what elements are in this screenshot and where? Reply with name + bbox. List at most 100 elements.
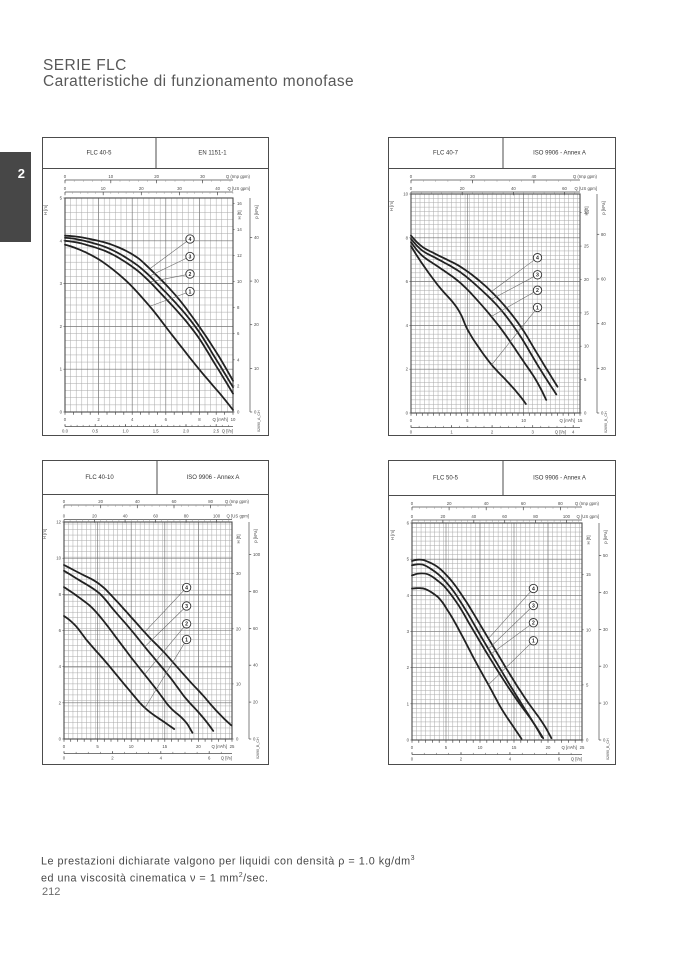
svg-text:5: 5 (445, 745, 448, 750)
svg-text:2: 2 (407, 665, 410, 670)
svg-text:40: 40 (254, 235, 259, 240)
svg-text:5: 5 (586, 682, 589, 687)
svg-text:Q [l/s]: Q [l/s] (221, 756, 232, 761)
svg-text:Q [m³/h]: Q [m³/h] (559, 418, 575, 423)
svg-text:0: 0 (601, 411, 604, 416)
svg-text:02690_B_CH: 02690_B_CH (606, 738, 610, 760)
svg-text:FLC 40-7: FLC 40-7 (433, 151, 459, 157)
svg-text:80: 80 (601, 232, 606, 237)
svg-text:4: 4 (131, 417, 134, 422)
svg-text:0: 0 (410, 186, 413, 191)
svg-text:80: 80 (184, 514, 189, 519)
svg-text:60: 60 (521, 501, 526, 506)
svg-text:Q [US gpm]: Q [US gpm] (577, 514, 599, 519)
svg-text:Q [l/s]: Q [l/s] (571, 757, 582, 762)
svg-text:0: 0 (410, 430, 413, 435)
svg-text:p [kPa]: p [kPa] (601, 201, 606, 214)
svg-text:10: 10 (231, 417, 236, 422)
svg-text:20: 20 (601, 366, 606, 371)
svg-text:20: 20 (441, 514, 446, 519)
svg-text:40: 40 (123, 514, 128, 519)
svg-text:0: 0 (406, 411, 409, 416)
svg-text:5: 5 (466, 418, 469, 423)
svg-text:4: 4 (185, 585, 188, 591)
svg-text:80: 80 (558, 501, 563, 506)
svg-text:3: 3 (60, 281, 63, 286)
svg-text:10: 10 (478, 745, 483, 750)
svg-text:14: 14 (237, 227, 242, 232)
svg-text:30: 30 (236, 571, 241, 576)
svg-text:80: 80 (533, 514, 538, 519)
svg-text:20: 20 (447, 501, 452, 506)
svg-text:3: 3 (189, 254, 192, 260)
svg-text:6: 6 (59, 628, 62, 633)
svg-text:H [ft]: H [ft] (236, 534, 241, 543)
svg-text:FLC 40-5: FLC 40-5 (86, 151, 112, 157)
svg-text:6: 6 (165, 417, 168, 422)
svg-text:5: 5 (60, 196, 63, 201)
svg-text:40: 40 (215, 186, 220, 191)
svg-text:3: 3 (532, 430, 535, 435)
svg-text:0: 0 (410, 418, 413, 423)
svg-text:0: 0 (411, 501, 414, 506)
svg-text:60: 60 (601, 277, 606, 282)
svg-text:40: 40 (511, 186, 516, 191)
svg-text:10: 10 (56, 556, 61, 561)
svg-text:Q [US gpm]: Q [US gpm] (227, 514, 249, 519)
svg-text:20: 20 (584, 277, 589, 282)
svg-text:40: 40 (484, 501, 489, 506)
svg-text:FLC 50-5: FLC 50-5 (433, 476, 459, 482)
svg-text:20: 20 (139, 186, 144, 191)
svg-text:6: 6 (237, 331, 240, 336)
svg-text:2: 2 (406, 367, 409, 372)
svg-text:2: 2 (185, 622, 188, 628)
svg-text:0: 0 (584, 411, 587, 416)
svg-text:0.0: 0.0 (62, 429, 69, 434)
svg-text:0: 0 (253, 737, 256, 742)
svg-text:4: 4 (237, 357, 240, 362)
svg-text:2: 2 (60, 324, 63, 329)
svg-text:20: 20 (154, 174, 159, 179)
svg-text:H [m]: H [m] (389, 201, 394, 211)
svg-text:0: 0 (411, 745, 414, 750)
svg-text:20: 20 (236, 626, 241, 631)
svg-text:10: 10 (586, 627, 591, 632)
svg-text:30: 30 (603, 627, 608, 632)
svg-text:10: 10 (236, 681, 241, 686)
svg-text:3: 3 (407, 629, 410, 634)
svg-text:0: 0 (60, 410, 63, 415)
svg-text:ISO 9906 - Annex A: ISO 9906 - Annex A (533, 476, 586, 482)
svg-text:20: 20 (92, 514, 97, 519)
svg-text:20: 20 (470, 174, 475, 179)
svg-text:10: 10 (237, 279, 242, 284)
svg-text:Q [l/s]: Q [l/s] (222, 429, 233, 434)
svg-text:1: 1 (536, 305, 539, 311)
svg-text:p [kPa]: p [kPa] (603, 530, 608, 543)
svg-text:2: 2 (460, 757, 463, 762)
svg-text:3: 3 (536, 273, 539, 279)
svg-text:2: 2 (536, 288, 539, 294)
svg-text:4: 4 (160, 756, 163, 761)
svg-text:60: 60 (562, 186, 567, 191)
svg-text:8: 8 (237, 305, 240, 310)
svg-text:H [ft]: H [ft] (584, 206, 589, 215)
svg-text:25: 25 (230, 744, 235, 749)
svg-text:ISO 9906 - Annex A: ISO 9906 - Annex A (187, 475, 240, 481)
svg-text:6: 6 (558, 757, 561, 762)
svg-text:30: 30 (200, 174, 205, 179)
svg-text:20: 20 (460, 186, 465, 191)
svg-text:0: 0 (254, 410, 257, 415)
svg-text:100: 100 (253, 552, 261, 557)
svg-text:5: 5 (407, 557, 410, 562)
svg-text:4: 4 (189, 237, 192, 243)
svg-text:40: 40 (253, 663, 258, 668)
svg-text:30: 30 (584, 210, 589, 215)
svg-text:30: 30 (254, 279, 259, 284)
svg-text:0: 0 (603, 738, 606, 743)
svg-text:40: 40 (135, 499, 140, 504)
svg-text:0: 0 (411, 514, 414, 519)
svg-text:25: 25 (580, 745, 585, 750)
svg-text:1.5: 1.5 (153, 429, 160, 434)
svg-text:80: 80 (253, 589, 258, 594)
svg-text:3: 3 (532, 603, 535, 609)
